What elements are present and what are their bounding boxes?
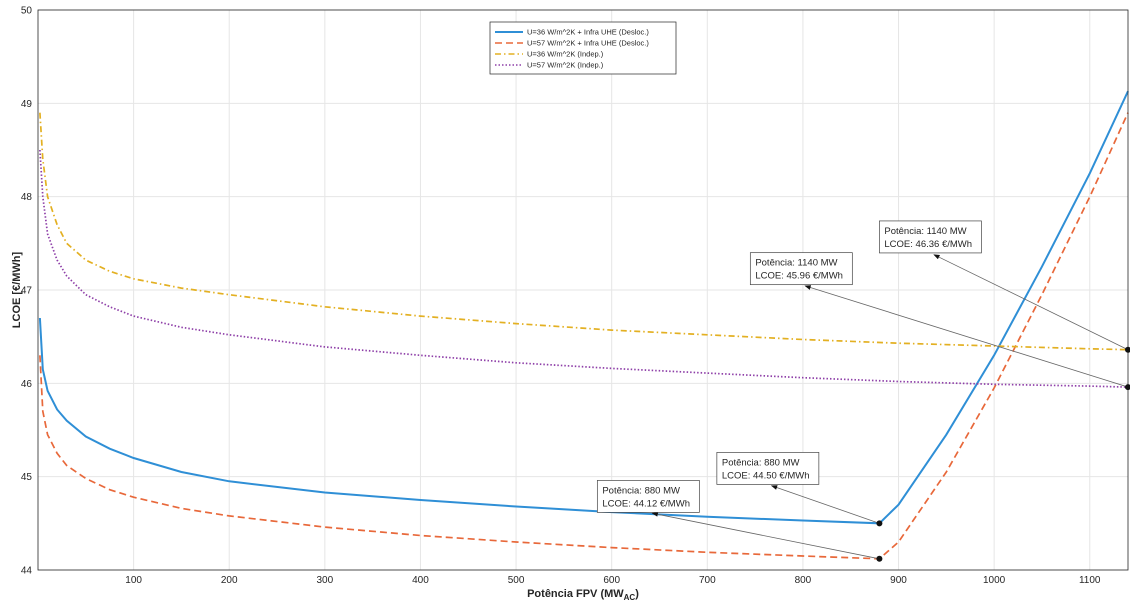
datatip-marker (1125, 384, 1130, 391)
legend: U=36 W/m^2K + Infra UHE (Desloc.) U=57 W/… (489, 21, 677, 75)
series-line-4 (39, 149, 1129, 388)
tick-labels: 100 200 300 400 500 600 700 800 900 1000 1100 44 45 4… (21, 6, 1101, 587)
x-tick-label: 700 (699, 575, 716, 586)
legend-entry: U=36 W/m^2K (Indep.) (527, 50, 604, 59)
series-line-1 (38, 90, 1129, 525)
x-tick-label: 500 (508, 575, 525, 586)
x-tick-label: 800 (795, 575, 812, 586)
datatip-box-4: Potência: 1140 MW LCOE: 46.36 €/MWh (879, 220, 982, 254)
x-axis-label-close: ) (635, 588, 639, 600)
legend-entry: U=57 W/m^2K (Indep.) (527, 61, 604, 70)
legend-entry: U=57 W/m^2K + Infra UHE (Desloc.) (527, 39, 649, 48)
datatip-frame (716, 452, 820, 485)
annotation-arrow (804, 285, 1129, 388)
y-tick-label: 46 (21, 379, 33, 390)
x-tick-label: 200 (221, 575, 238, 586)
datatip-marker (876, 555, 883, 562)
grid (38, 9, 1128, 571)
x-tick-label: 600 (603, 575, 620, 586)
y-tick-label: 45 (21, 472, 33, 483)
x-tick-label: 400 (412, 575, 429, 586)
annotation-arrow (933, 254, 1129, 351)
x-tick-label: 1100 (1079, 575, 1101, 586)
x-tick-label: 900 (890, 575, 907, 586)
series-line-2 (39, 112, 1129, 560)
series-group (38, 90, 1129, 560)
datatip-lcoe: LCOE: 46.36 €/MWh (884, 239, 972, 250)
x-axis-label-sub: AC (624, 593, 636, 602)
datatip-potencia: Potência: 880 MW (722, 457, 800, 468)
x-tick-label: 300 (316, 575, 333, 586)
series-line-3 (39, 112, 1129, 351)
datatip-lcoe: LCOE: 44.50 €/MWh (722, 470, 810, 481)
datatip-frame (749, 252, 853, 286)
datatip-marker (876, 520, 883, 527)
datatip-box-1: Potência: 880 MW LCOE: 44.12 €/MWh (596, 480, 700, 513)
datatip-lcoe: LCOE: 44.12 €/MWh (602, 498, 690, 509)
datatip-potencia: Potência: 1140 MW (755, 258, 837, 269)
y-tick-label: 48 (21, 192, 33, 203)
y-tick-label: 49 (21, 99, 33, 110)
x-tick-label: 1000 (983, 575, 1006, 586)
datatip-box-3: Potência: 1140 MW LCOE: 45.96 €/MWh (749, 252, 853, 286)
x-axis-label: Potência FPV (MWAC) (527, 588, 639, 602)
annotation-arrow (770, 485, 880, 524)
x-axis-label-main: Potência FPV (MW (527, 588, 624, 600)
legend-entry: U=36 W/m^2K + Infra UHE (Desloc.) (527, 28, 649, 37)
datatip-lcoe: LCOE: 45.96 €/MWh (755, 271, 843, 282)
plot-frame (37, 9, 1129, 571)
datatip-frame (596, 480, 700, 513)
datatip-frame (879, 220, 982, 254)
datatip-potencia: Potência: 1140 MW (884, 226, 966, 237)
y-tick-label: 50 (21, 6, 33, 17)
y-tick-label: 44 (21, 566, 33, 577)
datatip-potencia: Potência: 880 MW (602, 485, 680, 496)
datatip-box-2: Potência: 880 MW LCOE: 44.50 €/MWh (716, 452, 820, 485)
annotation-arrow (651, 511, 880, 560)
x-tick-label: 100 (125, 575, 142, 586)
y-axis-label: LCOE [€/MWh] (11, 251, 23, 328)
datatip-marker (1125, 346, 1130, 353)
y-tick-label: 47 (21, 286, 33, 297)
